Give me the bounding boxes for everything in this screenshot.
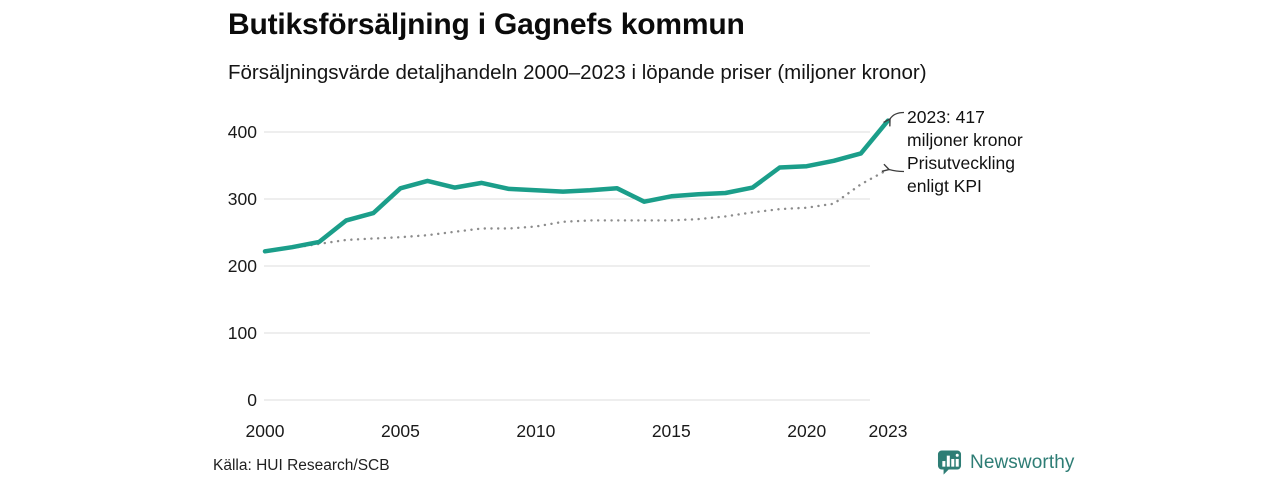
y-axis-tick-label: 100 (227, 322, 257, 343)
kpi-line (263, 168, 890, 253)
annotation-line: Prisutveckling (907, 153, 1015, 173)
newsworthy-logo: Newsworthy (936, 449, 1074, 476)
x-axis-tick-label: 2015 (651, 421, 691, 441)
y-axis-tick-label: 0 (247, 389, 257, 410)
x-axis-tick-label: 2000 (245, 421, 285, 441)
y-axis-tick-label: 400 (227, 121, 257, 142)
x-axis-tick-label: 2010 (516, 421, 556, 441)
sales-line (262, 118, 891, 254)
x-axis-tick-label: 2005 (380, 421, 420, 441)
annotation-line: 2023: 417 (907, 107, 985, 127)
newsworthy-wordmark: Newsworthy (970, 451, 1075, 473)
x-axis-tick-label: 2020 (787, 421, 827, 441)
annotation-line: miljoner kronor (907, 129, 1023, 150)
source-note: Källa: HUI Research/SCB (213, 457, 390, 474)
newsworthy-icon (937, 450, 962, 475)
annotation-arrow-kpi (881, 163, 905, 173)
annotation-latest-value: 2023: 417 miljoner kronor (907, 106, 1023, 151)
chart-title: Butiksförsäljning i Gagnefs kommun (228, 8, 745, 41)
y-axis-tick-label: 300 (227, 188, 257, 209)
annotation-arrow-sales (883, 111, 905, 127)
x-axis-tick-label: 2023 (868, 421, 908, 441)
y-axis-tick-label: 200 (227, 255, 257, 276)
annotation-kpi: Prisutveckling enligt KPI (907, 152, 1015, 197)
annotation-line: enligt KPI (907, 175, 982, 196)
data-series (262, 118, 891, 254)
chart-subtitle: Försäljningsvärde detaljhandeln 2000–202… (228, 61, 927, 84)
gridlines (264, 131, 870, 401)
